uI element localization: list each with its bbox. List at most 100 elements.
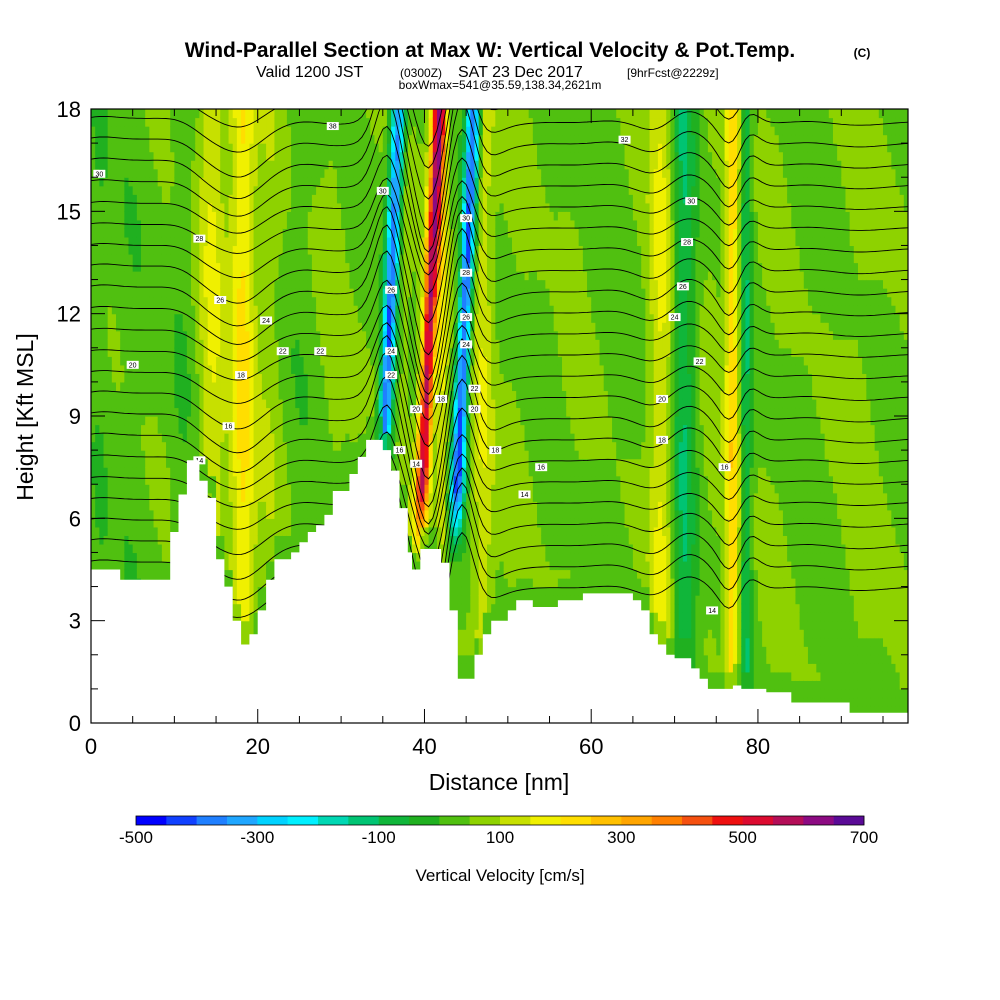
colorbar-tick-label: 300 xyxy=(607,828,635,847)
colorbar-tick-label: -100 xyxy=(362,828,396,847)
contour-label-text: 22 xyxy=(696,359,704,366)
contour-label-27: 18 xyxy=(435,394,448,403)
y-axis-ticks xyxy=(91,108,908,724)
y-axis-tick-labels: 0 3 6 9 12 15 18 xyxy=(57,97,81,736)
chart-subtitle-box: boxWmax=541@35.59,138.34,2621m xyxy=(399,78,602,92)
contour-label-text: 26 xyxy=(387,287,395,294)
contour-label-text: 14 xyxy=(195,458,203,465)
colorbar-swatch xyxy=(803,816,834,825)
contour-label-text: 26 xyxy=(216,298,224,305)
contour-label-text: 14 xyxy=(708,608,716,615)
contour-label-text: 30 xyxy=(462,216,470,223)
subtitle-forecast: [9hrFcst@2229z] xyxy=(627,66,719,80)
contour-label-37: 14 xyxy=(706,606,719,615)
contour-label-text: 22 xyxy=(279,349,287,356)
colorbar-tick-label: -300 xyxy=(240,828,274,847)
y-tick-label: 12 xyxy=(57,302,81,327)
theta-contour-35 xyxy=(91,109,908,231)
contour-label-2: 32 xyxy=(618,135,631,144)
terrain-mask xyxy=(91,439,908,723)
contour-label-12: 26 xyxy=(676,282,689,291)
y-tick-label: 18 xyxy=(57,97,81,122)
contour-label-text: 28 xyxy=(683,240,691,247)
contour-labels: 30 38 32 30 30 30 28 28 28 26 26 26 26 24 24 24 24 22 22 22… xyxy=(93,122,731,615)
contour-label-text: 22 xyxy=(316,349,324,356)
colorbar-swatch xyxy=(530,816,561,825)
colorbar-swatch xyxy=(682,816,713,825)
theta-contour-24 xyxy=(91,322,908,448)
contour-label-text: 24 xyxy=(387,349,395,356)
colorbar-swatch xyxy=(591,816,622,825)
colorbar-swatch xyxy=(651,816,683,825)
contour-label-text: 24 xyxy=(462,342,470,349)
contour-label-0: 30 xyxy=(93,169,106,178)
contour-label-text: 20 xyxy=(658,396,666,403)
theta-contour-20 xyxy=(91,404,908,535)
contour-label-text: 26 xyxy=(462,315,470,322)
theta-contour-16 xyxy=(91,478,908,634)
contour-label-text: 24 xyxy=(262,318,270,325)
y-tick-label: 15 xyxy=(57,199,81,224)
contour-label-30: 16 xyxy=(222,422,235,431)
chart-title: Wind-Parallel Section at Max W: Vertical… xyxy=(185,39,796,62)
contour-label-text: 20 xyxy=(412,407,420,414)
contour-label-11: 26 xyxy=(460,313,473,322)
colorbar-swatch xyxy=(318,816,349,825)
contour-label-10: 26 xyxy=(385,285,398,294)
y-axis-label: Height [Kft MSL] xyxy=(12,333,38,500)
contour-label-5: 30 xyxy=(685,197,698,206)
theta-contour-34 xyxy=(91,109,908,253)
contour-label-29: 18 xyxy=(656,435,669,444)
contour-label-32: 16 xyxy=(535,463,548,472)
contour-label-3: 30 xyxy=(376,186,389,195)
contour-label-text: 38 xyxy=(329,124,337,131)
colorbar-swatch xyxy=(348,816,379,825)
contour-label-text: 14 xyxy=(412,461,420,468)
colorbar-swatch xyxy=(287,816,319,825)
colorbar-frame xyxy=(135,815,865,826)
contour-label-text: 16 xyxy=(396,448,404,455)
contour-label-text: 18 xyxy=(437,396,445,403)
theta-contour-36 xyxy=(91,109,908,200)
contour-label-text: 26 xyxy=(679,284,687,291)
contour-label-text: 22 xyxy=(471,386,479,393)
colorbar-tick-label: 500 xyxy=(728,828,756,847)
theta-contour-32 xyxy=(91,154,908,276)
contour-label-text: 18 xyxy=(237,373,245,380)
colorbar-tick-label: 700 xyxy=(850,828,878,847)
contour-label-24: 20 xyxy=(468,405,481,414)
colorbar-swatch xyxy=(378,816,410,825)
chart-subtitle: Valid 1200 JST (0300Z) SAT 23 Dec 2017 [… xyxy=(256,64,719,81)
contour-label-text: 30 xyxy=(95,171,103,178)
contour-label-text: 22 xyxy=(387,373,395,380)
contour-label-text: 28 xyxy=(462,270,470,277)
contour-label-8: 28 xyxy=(681,238,694,247)
theta-contour-30 xyxy=(91,193,908,324)
colorbar-swatch xyxy=(136,816,167,825)
contour-label-text: 16 xyxy=(721,465,729,472)
contour-label-text: 28 xyxy=(195,236,203,243)
colorbar xyxy=(135,815,865,826)
contour-label-text: 24 xyxy=(671,315,679,322)
contour-label-9: 26 xyxy=(214,296,227,305)
contour-label-28: 18 xyxy=(489,446,502,455)
contour-label-text: 32 xyxy=(621,137,629,144)
theta-contour-28 xyxy=(91,224,908,381)
contour-label-21: 22 xyxy=(693,357,706,366)
colorbar-swatch xyxy=(560,816,592,825)
colorbar-swatch xyxy=(196,816,228,825)
colorbar-tick-labels: -500 -300 -100 100 300 500 700 xyxy=(119,828,878,847)
contour-label-19: 22 xyxy=(385,371,398,380)
contour-label-text: 30 xyxy=(379,188,387,195)
theta-contour-29 xyxy=(91,206,908,356)
colorbar-swatch xyxy=(621,816,652,825)
x-tick-label: 0 xyxy=(85,734,97,759)
x-axis-ticks xyxy=(90,109,884,723)
x-tick-label: 40 xyxy=(412,734,436,759)
contour-label-6: 28 xyxy=(193,234,206,243)
colorbar-swatch xyxy=(227,816,258,825)
contour-label-22: 20 xyxy=(126,360,139,369)
colorbar-swatch xyxy=(500,816,531,825)
contour-label-text: 14 xyxy=(521,492,529,499)
